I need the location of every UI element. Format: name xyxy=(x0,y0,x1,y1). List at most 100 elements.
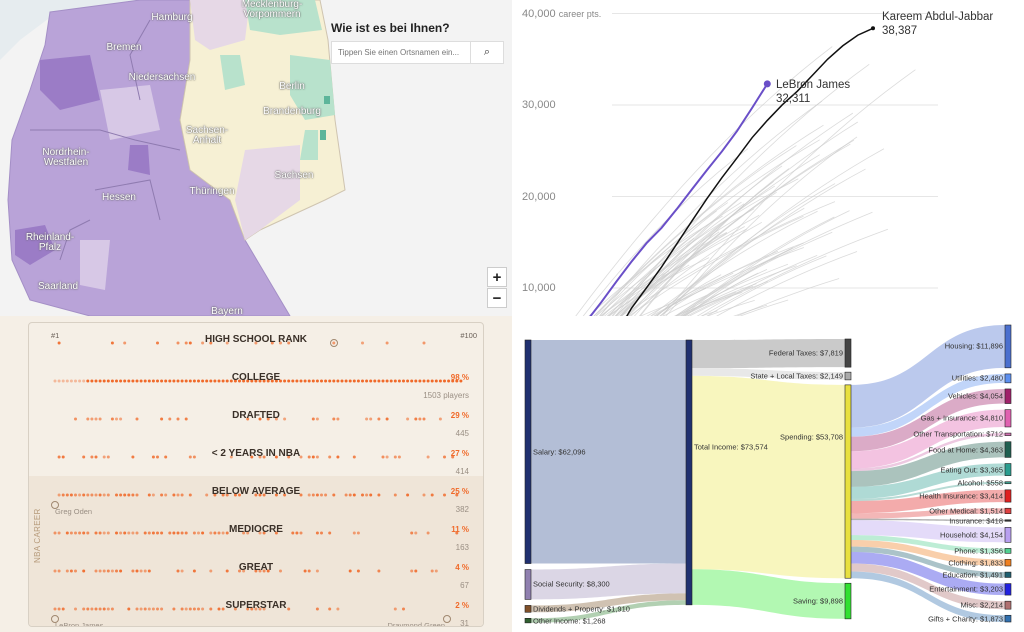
player-dot[interactable] xyxy=(311,417,315,421)
player-dot[interactable] xyxy=(381,455,385,459)
player-dot[interactable] xyxy=(74,569,77,573)
region-green-e[interactable] xyxy=(290,55,335,120)
player-dot[interactable] xyxy=(225,341,229,345)
player-dot[interactable] xyxy=(69,569,73,573)
choropleth-map[interactable] xyxy=(0,0,512,316)
player-dot[interactable] xyxy=(151,455,155,459)
player-dot[interactable] xyxy=(135,379,139,383)
player-dot[interactable] xyxy=(426,531,430,535)
player-dot[interactable] xyxy=(135,569,139,573)
player-dot[interactable] xyxy=(180,607,184,611)
player-dot[interactable] xyxy=(135,531,139,535)
player-dot[interactable] xyxy=(221,493,225,497)
sankey-flow[interactable] xyxy=(851,388,1005,452)
player-dot[interactable] xyxy=(315,455,319,459)
player-dot[interactable] xyxy=(336,607,340,611)
player-dot[interactable] xyxy=(315,531,319,535)
player-dot[interactable] xyxy=(147,607,151,611)
player-dot[interactable] xyxy=(254,379,258,383)
player-dot[interactable] xyxy=(274,493,278,497)
player-dot[interactable] xyxy=(151,531,155,535)
region-green-se[interactable] xyxy=(300,130,318,160)
sankey-node[interactable] xyxy=(1004,583,1012,596)
player-dot[interactable] xyxy=(459,379,463,383)
player-dot[interactable] xyxy=(82,531,86,535)
sankey-flow[interactable] xyxy=(851,481,1005,501)
player-dot[interactable] xyxy=(102,493,106,497)
player-dot[interactable] xyxy=(57,531,61,535)
player-dot[interactable] xyxy=(192,531,196,535)
player-dot[interactable] xyxy=(258,417,262,421)
player-dot[interactable] xyxy=(184,531,188,535)
player-dot[interactable] xyxy=(131,531,135,535)
player-dot[interactable] xyxy=(225,531,229,535)
player-dot[interactable] xyxy=(287,455,291,459)
player-dot[interactable] xyxy=(135,607,139,611)
player-dot[interactable] xyxy=(135,417,139,421)
player-dot[interactable] xyxy=(90,379,94,383)
player-dot[interactable] xyxy=(361,379,364,383)
sankey-flow[interactable] xyxy=(531,593,686,613)
sankey-node[interactable] xyxy=(1004,481,1012,485)
player-dot[interactable] xyxy=(410,569,414,573)
player-dot[interactable] xyxy=(172,531,176,535)
player-dot[interactable] xyxy=(127,379,131,383)
player-dot[interactable] xyxy=(57,607,61,611)
region-light-purple[interactable] xyxy=(80,240,110,290)
player-dot[interactable] xyxy=(61,379,65,383)
player-dot[interactable] xyxy=(86,417,90,421)
player-dot[interactable] xyxy=(176,379,180,383)
series-line[interactable] xyxy=(601,27,874,316)
player-dot[interactable] xyxy=(127,493,131,497)
player-dot[interactable] xyxy=(53,607,57,611)
player-dot[interactable] xyxy=(311,379,315,383)
player-dot[interactable] xyxy=(115,417,118,421)
player-dot[interactable] xyxy=(143,607,147,611)
player-dot[interactable] xyxy=(74,379,77,383)
sankey-flow[interactable] xyxy=(851,373,1005,437)
region-teal[interactable] xyxy=(324,96,330,104)
sankey-node[interactable] xyxy=(1004,409,1012,428)
sankey-node[interactable] xyxy=(524,339,532,564)
player-dot[interactable] xyxy=(414,379,418,383)
sankey-flow[interactable] xyxy=(851,433,1005,472)
player-dot[interactable] xyxy=(94,493,98,497)
player-dot[interactable] xyxy=(110,341,114,345)
player-dot[interactable] xyxy=(106,607,110,611)
sankey-flow[interactable] xyxy=(692,339,845,369)
player-dot[interactable] xyxy=(209,341,213,345)
player-dot[interactable] xyxy=(172,607,176,611)
player-dot[interactable] xyxy=(74,531,77,535)
player-dot[interactable] xyxy=(389,379,393,383)
player-dot[interactable] xyxy=(164,379,168,383)
sankey-node[interactable] xyxy=(1004,463,1012,476)
player-dot[interactable] xyxy=(311,493,315,497)
player-dot[interactable] xyxy=(422,379,426,383)
player-dot[interactable] xyxy=(57,493,61,497)
player-dot[interactable] xyxy=(324,379,328,383)
player-dot[interactable] xyxy=(246,607,250,611)
player-dot[interactable] xyxy=(143,531,147,535)
player-dot[interactable] xyxy=(254,341,258,345)
player-dot[interactable] xyxy=(328,531,332,535)
sankey-flow[interactable] xyxy=(851,535,1005,554)
player-dot[interactable] xyxy=(213,493,217,497)
player-dot[interactable] xyxy=(266,417,270,421)
player-dot[interactable] xyxy=(106,531,110,535)
player-dot[interactable] xyxy=(94,607,98,611)
player-dot[interactable] xyxy=(82,379,86,383)
player-dot[interactable] xyxy=(65,493,69,497)
player-dot[interactable] xyxy=(242,531,246,535)
player-dot[interactable] xyxy=(373,379,377,383)
player-dot[interactable] xyxy=(250,455,254,459)
player-dot[interactable] xyxy=(147,569,151,573)
player-dot[interactable] xyxy=(229,455,233,459)
player-dot[interactable] xyxy=(65,531,69,535)
player-dot[interactable] xyxy=(414,569,418,573)
player-dot[interactable] xyxy=(160,607,164,611)
player-dot[interactable] xyxy=(361,493,364,497)
player-dot[interactable] xyxy=(151,493,155,497)
region-east-pink[interactable] xyxy=(235,145,300,240)
player-dot[interactable] xyxy=(94,379,98,383)
player-dot[interactable] xyxy=(406,493,410,497)
